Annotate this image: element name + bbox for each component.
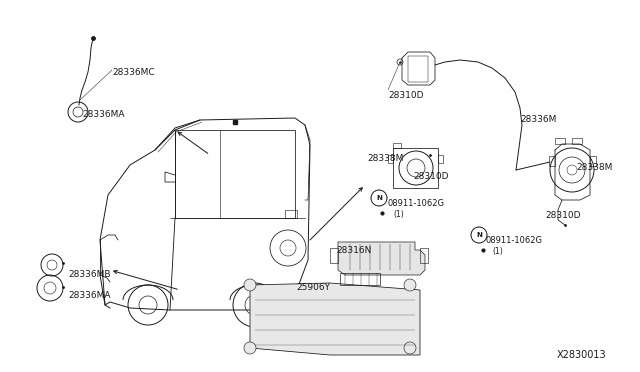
Bar: [393, 143, 401, 148]
Text: (1): (1): [393, 210, 404, 219]
Text: (1): (1): [492, 247, 503, 256]
Text: 28338M: 28338M: [367, 154, 403, 163]
Bar: [549, 156, 555, 166]
Text: 28336MA: 28336MA: [68, 291, 111, 300]
Text: 28310D: 28310D: [545, 211, 580, 220]
Text: 28336MA: 28336MA: [82, 110, 125, 119]
Circle shape: [244, 279, 256, 291]
Bar: [590, 156, 596, 166]
Bar: [388, 155, 393, 163]
Circle shape: [244, 342, 256, 354]
Text: X2830013: X2830013: [557, 350, 607, 360]
Polygon shape: [250, 283, 420, 355]
Bar: [393, 148, 438, 188]
Bar: [555, 138, 565, 144]
Text: N: N: [376, 195, 382, 201]
Text: 28336M: 28336M: [520, 115, 556, 124]
Text: 28336MB: 28336MB: [68, 270, 111, 279]
Text: 28310D: 28310D: [413, 172, 449, 181]
Bar: [420, 248, 428, 263]
Bar: [285, 210, 297, 218]
Bar: [340, 273, 380, 285]
Polygon shape: [338, 242, 425, 275]
Text: 28310D: 28310D: [388, 91, 424, 100]
Bar: [408, 56, 428, 82]
Text: 28338M: 28338M: [576, 163, 612, 172]
Text: 08911-1062G: 08911-1062G: [486, 236, 543, 245]
Circle shape: [404, 342, 416, 354]
Bar: [175, 130, 295, 218]
Bar: [572, 138, 582, 144]
Bar: [330, 248, 338, 263]
Bar: [438, 155, 443, 163]
Text: 28336MC: 28336MC: [112, 68, 155, 77]
Circle shape: [404, 279, 416, 291]
Circle shape: [471, 227, 487, 243]
Text: N: N: [476, 232, 482, 238]
Text: 08911-1062G: 08911-1062G: [387, 199, 444, 208]
Text: 25906Y: 25906Y: [296, 283, 330, 292]
Circle shape: [371, 190, 387, 206]
Text: 28316N: 28316N: [336, 246, 371, 255]
